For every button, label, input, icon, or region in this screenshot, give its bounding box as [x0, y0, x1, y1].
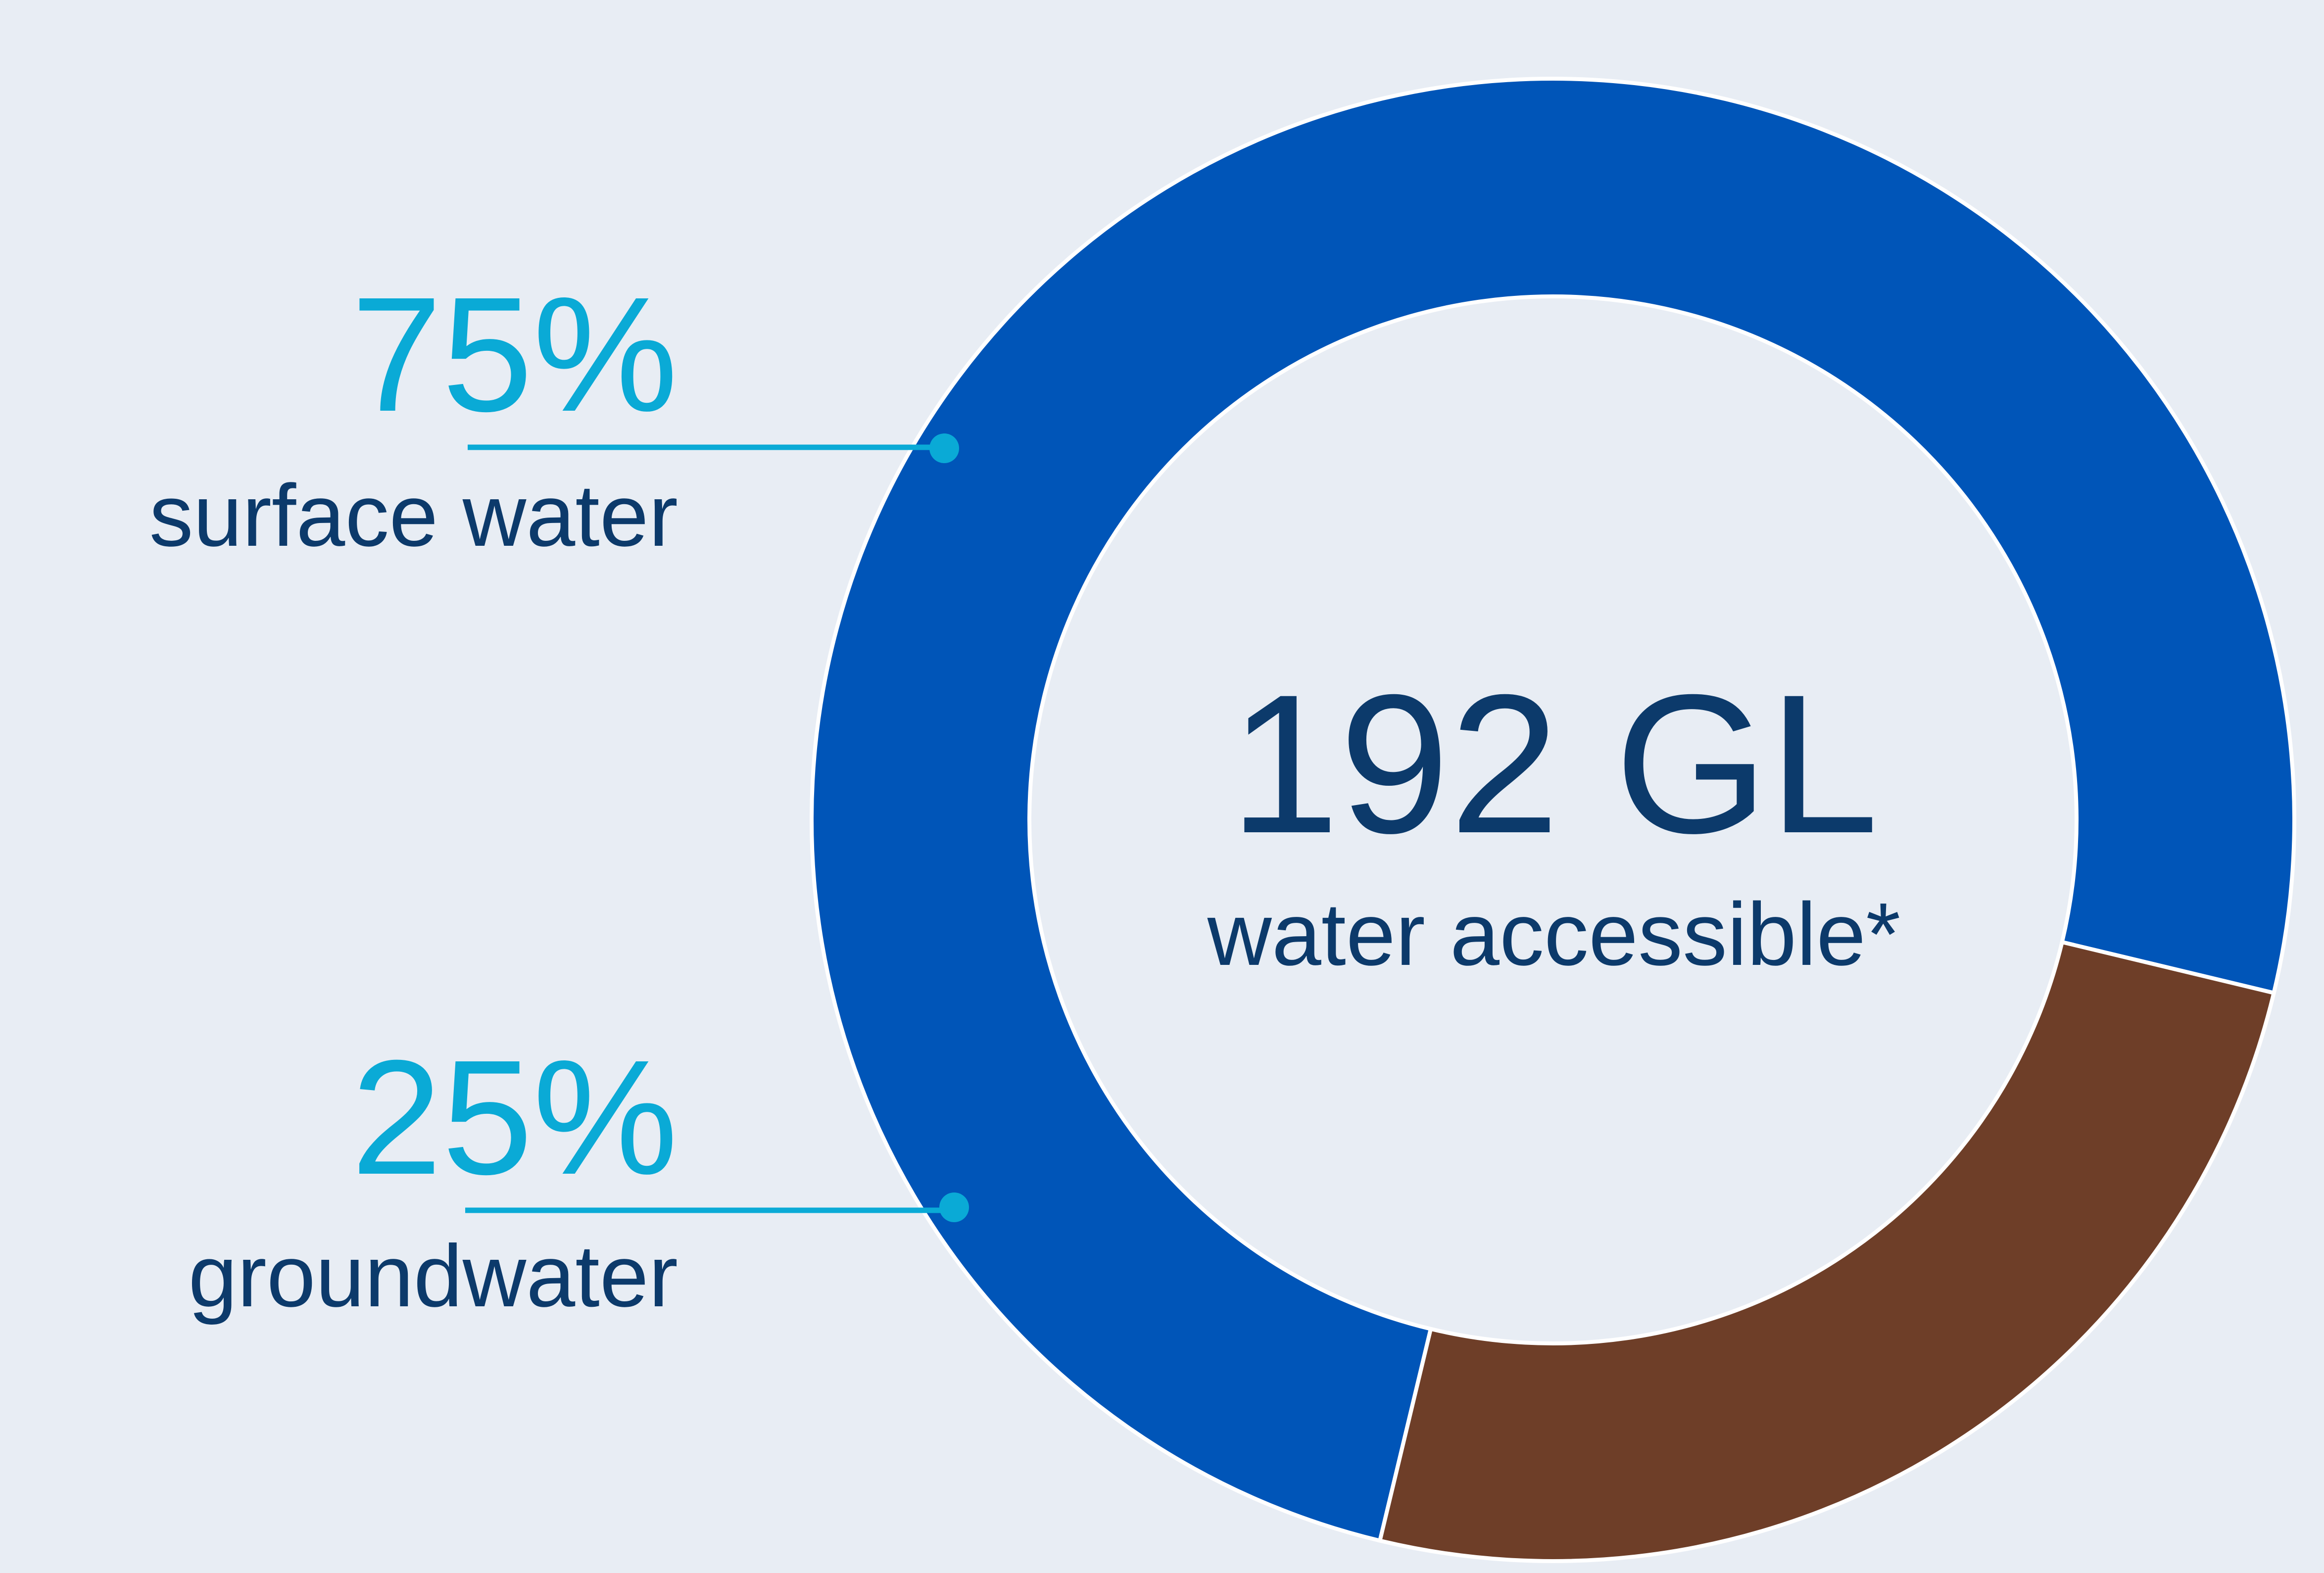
surface-water-label: surface water — [149, 466, 678, 565]
groundwater-percent: 25% — [351, 1026, 678, 1208]
surface-water-percent: 75% — [351, 263, 678, 445]
groundwater-leader-dot — [939, 1192, 969, 1222]
slice-groundwater — [1377, 940, 2276, 1563]
surface-water-leader-dot — [929, 433, 959, 463]
donut-slices — [810, 77, 2296, 1563]
center-total-value: 192 GL — [1229, 653, 1879, 874]
slice-surface-water — [810, 77, 2296, 1543]
center-total-label: water accessible* — [1207, 885, 1901, 984]
groundwater-label: groundwater — [188, 1227, 678, 1325]
